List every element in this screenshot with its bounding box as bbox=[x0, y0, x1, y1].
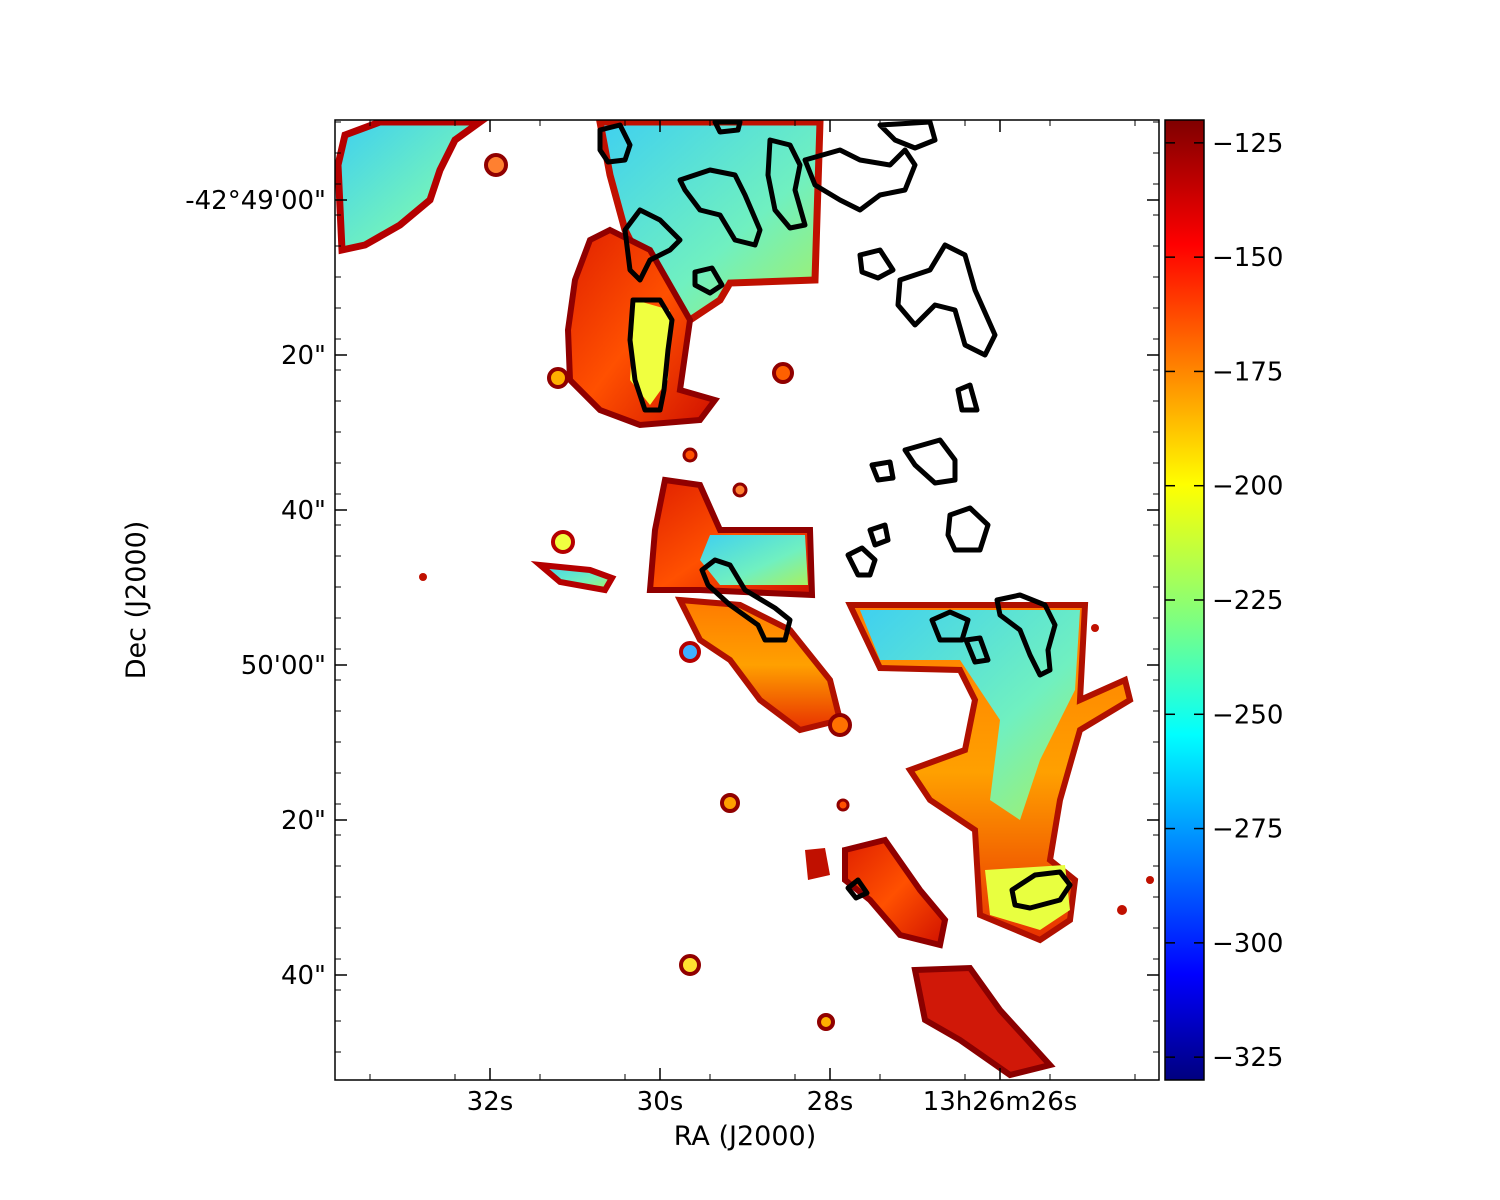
contour bbox=[627, 297, 675, 413]
emission-blob bbox=[1117, 905, 1127, 915]
contour bbox=[845, 877, 870, 901]
colorbar-tick-label: −225 bbox=[1212, 586, 1283, 616]
colorbar-tick-label: −275 bbox=[1212, 815, 1283, 845]
emission-blob bbox=[1091, 624, 1099, 632]
x-tick-label: 30s bbox=[637, 1087, 684, 1117]
emission-blob bbox=[1146, 876, 1154, 884]
plot-frame bbox=[334, 119, 1160, 1081]
contours bbox=[597, 120, 1073, 911]
emission-blob bbox=[419, 573, 427, 581]
emission-blob bbox=[682, 447, 698, 463]
emission-blob bbox=[484, 153, 508, 177]
emission-blob bbox=[679, 954, 701, 976]
emission-patch bbox=[630, 300, 670, 405]
contour bbox=[994, 592, 1058, 678]
colorbar-tick-label: −300 bbox=[1212, 929, 1283, 959]
y-tick-label: 40" bbox=[281, 961, 326, 991]
emission-blob bbox=[817, 1013, 835, 1031]
contour bbox=[699, 557, 793, 643]
emission-blob bbox=[836, 798, 850, 812]
emission-patch bbox=[860, 610, 1080, 820]
colorbar-tick-label: −175 bbox=[1212, 357, 1283, 387]
contour bbox=[929, 609, 971, 643]
y-tick-label: 20" bbox=[281, 806, 326, 836]
emission-patch bbox=[335, 120, 489, 255]
emission-blob bbox=[828, 713, 852, 737]
contour bbox=[802, 147, 918, 213]
colorbar-ticks: −125 −150 −175 −200 −225 −250 −275 −300 −325 bbox=[1165, 129, 1283, 1073]
x-tick-label: 28s bbox=[807, 1087, 854, 1117]
contour bbox=[869, 459, 896, 483]
contour bbox=[1009, 869, 1073, 911]
colorbar-tick-label: −150 bbox=[1212, 243, 1283, 273]
colorbar-tick-label: −200 bbox=[1212, 472, 1283, 502]
colorbar-tick-label: −250 bbox=[1212, 700, 1283, 730]
emission-blob bbox=[551, 530, 575, 554]
y-tick-label: 20" bbox=[281, 341, 326, 371]
x-tick-label: 32s bbox=[467, 1087, 514, 1117]
emission-patch bbox=[985, 865, 1070, 930]
contour bbox=[692, 265, 725, 296]
contour bbox=[712, 120, 743, 135]
contour bbox=[955, 382, 980, 413]
emission-blob bbox=[772, 362, 794, 384]
x-tick-label: 13h26m26s bbox=[923, 1087, 1078, 1117]
contour bbox=[963, 635, 991, 665]
contour bbox=[597, 122, 633, 165]
colorbar-tick-label: −125 bbox=[1212, 129, 1283, 159]
emission-patch bbox=[805, 848, 830, 880]
emission-blob bbox=[720, 793, 740, 813]
emission-blob bbox=[547, 367, 569, 389]
y-tick-label: -42°49'00" bbox=[185, 186, 326, 216]
x-axis-label: RA (J2000) bbox=[674, 1121, 816, 1152]
contour bbox=[622, 207, 683, 283]
contour bbox=[677, 167, 763, 248]
contour bbox=[765, 137, 808, 231]
contour bbox=[895, 242, 998, 358]
emission-patch bbox=[911, 964, 1056, 1079]
y-axis-label: Dec (J2000) bbox=[121, 521, 152, 680]
emission-patch bbox=[674, 596, 844, 734]
contour bbox=[845, 545, 878, 578]
emission-blob bbox=[732, 482, 748, 498]
contour bbox=[867, 522, 891, 548]
y-tick-label: 50'00" bbox=[241, 651, 326, 681]
y-tick-label: 40" bbox=[281, 496, 326, 526]
map-image bbox=[335, 120, 1159, 1080]
colorbar-tick-label: −325 bbox=[1212, 1043, 1283, 1073]
emission-patch bbox=[530, 561, 617, 594]
contour bbox=[857, 247, 896, 281]
x-axis: 32s 30s 28s 13h26m26s bbox=[369, 120, 1136, 1117]
colorbar: −125 −150 −175 −200 −225 −250 −275 −300 −325 bbox=[1164, 119, 1283, 1081]
emission-blob bbox=[679, 641, 701, 663]
contour bbox=[877, 120, 938, 151]
contour bbox=[902, 437, 958, 486]
contour bbox=[945, 505, 991, 553]
emission-patch bbox=[700, 535, 808, 585]
y-axis: -42°49'00" 20" 40" 50'00" 20" 40" bbox=[185, 121, 1159, 1053]
